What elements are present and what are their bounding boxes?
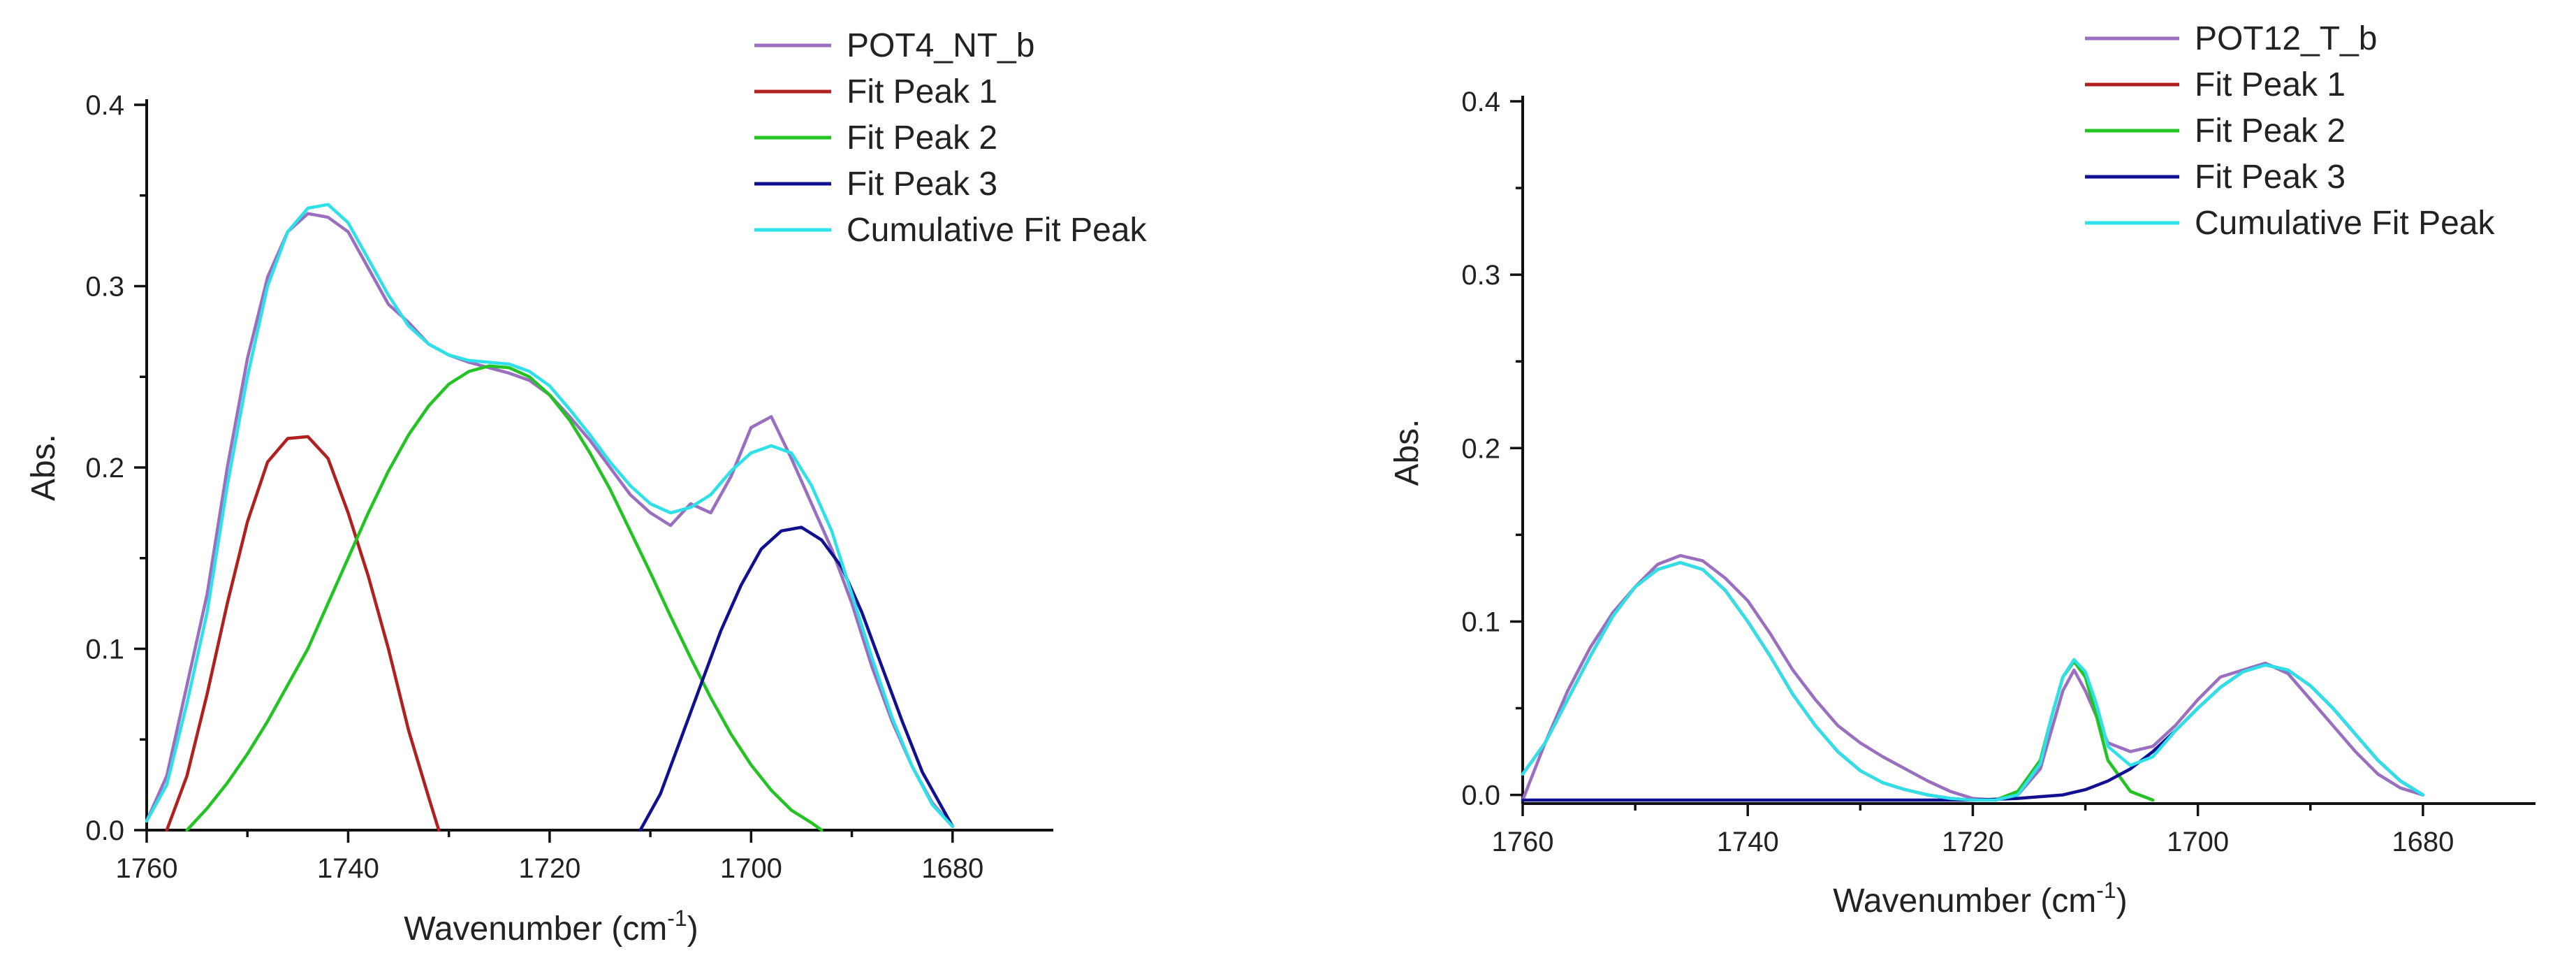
x-tick-label: 1680 — [921, 853, 983, 884]
series-line-fit-peak-1 — [165, 435, 441, 832]
x-tick-label: 1700 — [2167, 827, 2229, 857]
x-tick-label: 1700 — [720, 853, 782, 884]
x-tick-label: 1740 — [317, 853, 379, 884]
series-line-fit-peak-2 — [185, 364, 824, 832]
legend-entry: Fit Peak 3 — [2085, 159, 2346, 196]
y-tick-label: 0.4 — [85, 90, 124, 121]
x-tick-label: 1760 — [1492, 827, 1554, 857]
legend-entry: Cumulative Fit Peak — [754, 212, 1147, 249]
legend-label: Cumulative Fit Peak — [2195, 205, 2495, 242]
y-tick-label: 0.2 — [85, 453, 124, 484]
chart-left: 0.0 0.1 0.2 0.3 0.4 1760 1740 1720 1700 1680 Abs. W… — [25, 27, 1147, 948]
legend-label: Fit Peak 2 — [847, 119, 997, 157]
legend-entry: Fit Peak 3 — [754, 166, 997, 203]
legend-label: Cumulative Fit Peak — [847, 212, 1147, 249]
y-tick-label: 0.4 — [1461, 87, 1500, 117]
x-tick-label: 1680 — [2392, 827, 2454, 857]
series-line-pot4-nt-b — [145, 212, 955, 829]
legend-entry: POT4_NT_b — [754, 27, 1034, 64]
legend-label: Fit Peak 1 — [847, 73, 997, 110]
y-tick-label: 0.0 — [1461, 781, 1500, 811]
y-axis-title: Abs. — [1389, 419, 1426, 486]
legend-entry: Fit Peak 2 — [754, 119, 997, 157]
series-line-fit-peak-3 — [638, 525, 955, 832]
legend-entry: Cumulative Fit Peak — [2085, 205, 2495, 242]
series-line-cumulative-fit-peak — [1521, 560, 2425, 802]
legend-label: POT4_NT_b — [847, 27, 1034, 64]
legend-label: Fit Peak 2 — [2195, 113, 2346, 150]
legend-entry: Fit Peak 1 — [754, 73, 997, 110]
x-tick-label: 1720 — [518, 853, 580, 884]
legend-label: POT12_T_b — [2195, 20, 2377, 57]
y-tick-label: 0.1 — [85, 634, 124, 665]
y-tick-label: 0.3 — [1461, 260, 1500, 291]
legend-entry: POT12_T_b — [2085, 20, 2377, 57]
legend-entry: Fit Peak 1 — [2085, 66, 2346, 103]
series-line-fit-peak-3 — [1521, 663, 2425, 802]
y-tick-label: 0.2 — [1461, 433, 1500, 464]
series-line-cumulative-fit-peak — [145, 203, 955, 829]
series-line-pot12-t-b — [1521, 553, 2425, 802]
y-tick-label: 0.1 — [1461, 607, 1500, 637]
y-tick-label: 0.3 — [85, 272, 124, 303]
x-axis-title: Wavenumber (cm-1) — [404, 906, 698, 948]
x-axis-title: Wavenumber (cm-1) — [1833, 878, 2127, 920]
y-axis-title: Abs. — [25, 434, 62, 501]
legend-entry: Fit Peak 2 — [2085, 113, 2346, 150]
chart-right: 0.0 0.1 0.2 0.3 0.4 1760 1740 1720 1700 1680 Abs. W… — [1389, 20, 2535, 920]
x-tick-label: 1760 — [116, 853, 178, 884]
x-tick-label: 1740 — [1717, 827, 1779, 857]
y-tick-label: 0.0 — [85, 815, 124, 846]
legend-label: Fit Peak 3 — [2195, 159, 2346, 196]
x-tick-label: 1720 — [1942, 827, 2004, 857]
legend-label: Fit Peak 3 — [847, 166, 997, 203]
series-line-fit-peak-1 — [1521, 560, 1975, 802]
series-line-fit-peak-2 — [1993, 660, 2155, 802]
legend-label: Fit Peak 1 — [2195, 66, 2346, 103]
